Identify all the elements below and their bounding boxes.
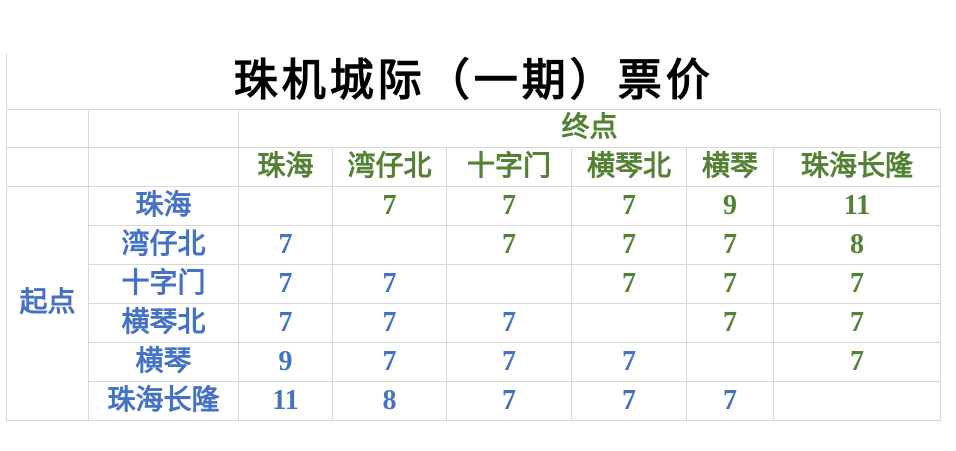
origin-axis-label: 起点: [6, 186, 89, 421]
fare-cell-4-5: 7: [686, 303, 774, 343]
fare-cell-6-1: 11: [238, 381, 333, 421]
origin-header-1: 珠海: [88, 186, 239, 226]
origin-header-4: 横琴北: [88, 303, 239, 343]
blank-cell: [6, 147, 89, 187]
fare-cell-2-3: 7: [446, 225, 572, 265]
fare-row-1: 起点 珠海 7 7 7 9 11: [6, 186, 941, 421]
origin-header-2: 湾仔北: [88, 225, 239, 265]
fare-cell-5-2: 7: [332, 342, 447, 382]
fare-cell-6-2: 8: [332, 381, 447, 421]
dest-header-6: 珠海长隆: [773, 147, 941, 187]
fare-cell-3-2: 7: [332, 264, 447, 304]
fare-cell-5-5: [686, 342, 774, 382]
origin-header-3: 十字门: [88, 264, 239, 304]
fare-row-2: 湾仔北 7 7 7 7 8: [7, 225, 941, 265]
fare-cell-2-6: 8: [773, 225, 941, 265]
page-title: 珠机城际（一期）票价: [6, 53, 941, 110]
fare-cell-2-4: 7: [571, 225, 687, 265]
station-header-row: 珠海 湾仔北 十字门 横琴北 横琴 珠海长隆: [6, 147, 941, 187]
dest-header-3: 十字门: [446, 147, 572, 187]
origin-header-6: 珠海长隆: [88, 381, 239, 421]
fare-cell-1-4: 7: [571, 186, 687, 226]
fare-matrix-body: 起点 珠海 7 7 7 9 11 湾仔北 7 7 7 7 8 十字门 7 7 7 7 7 横琴北 7 7 7 7 7 横琴 9 7 7 7…: [6, 186, 941, 421]
blank-cell: [88, 147, 239, 187]
fare-cell-6-3: 7: [446, 381, 572, 421]
origin-header-5: 横琴: [88, 342, 239, 382]
fare-cell-5-4: 7: [571, 342, 687, 382]
fare-row-5: 横琴 9 7 7 7 7: [7, 342, 941, 382]
destination-label-row: 终点: [6, 109, 941, 148]
fare-cell-5-6: 7: [773, 342, 941, 382]
fare-cell-3-1: 7: [238, 264, 333, 304]
fare-cell-4-3: 7: [446, 303, 572, 343]
fare-cell-6-6: [773, 381, 941, 421]
fare-cell-4-4: [571, 303, 687, 343]
fare-cell-2-2: [332, 225, 447, 265]
blank-cell: [88, 109, 239, 148]
dest-header-2: 湾仔北: [332, 147, 447, 187]
fare-cell-2-5: 7: [686, 225, 774, 265]
fare-cell-4-6: 7: [773, 303, 941, 343]
fare-cell-3-5: 7: [686, 264, 774, 304]
dest-header-5: 横琴: [686, 147, 774, 187]
fare-cell-3-4: 7: [571, 264, 687, 304]
fare-cell-3-3: [446, 264, 572, 304]
title-row: 珠机城际（一期）票价: [6, 53, 941, 110]
fare-row-4: 横琴北 7 7 7 7 7: [7, 303, 941, 343]
fare-cell-6-5: 7: [686, 381, 774, 421]
destination-axis-label: 终点: [238, 109, 941, 148]
fare-cell-5-1: 9: [238, 342, 333, 382]
blank-cell: [6, 109, 89, 148]
fare-row-6: 珠海长隆 11 8 7 7 7: [7, 381, 941, 421]
fare-cell-1-6: 11: [773, 186, 941, 226]
fare-cell-1-2: 7: [332, 186, 447, 226]
fare-cell-4-1: 7: [238, 303, 333, 343]
fare-cell-4-2: 7: [332, 303, 447, 343]
fare-cell-2-1: 7: [238, 225, 333, 265]
fare-cell-1-5: 9: [686, 186, 774, 226]
fare-cell-6-4: 7: [571, 381, 687, 421]
fare-table: 珠机城际（一期）票价 终点 珠海 湾仔北 十字门 横琴北 横琴 珠海长隆 起点 珠海 7 7 7 9…: [6, 53, 941, 421]
fare-cell-1-1: [238, 186, 333, 226]
fare-cell-5-3: 7: [446, 342, 572, 382]
dest-header-4: 横琴北: [571, 147, 687, 187]
fare-cell-3-6: 7: [773, 264, 941, 304]
fare-cell-1-3: 7: [446, 186, 572, 226]
dest-header-1: 珠海: [238, 147, 333, 187]
fare-row-3: 十字门 7 7 7 7 7: [7, 264, 941, 304]
